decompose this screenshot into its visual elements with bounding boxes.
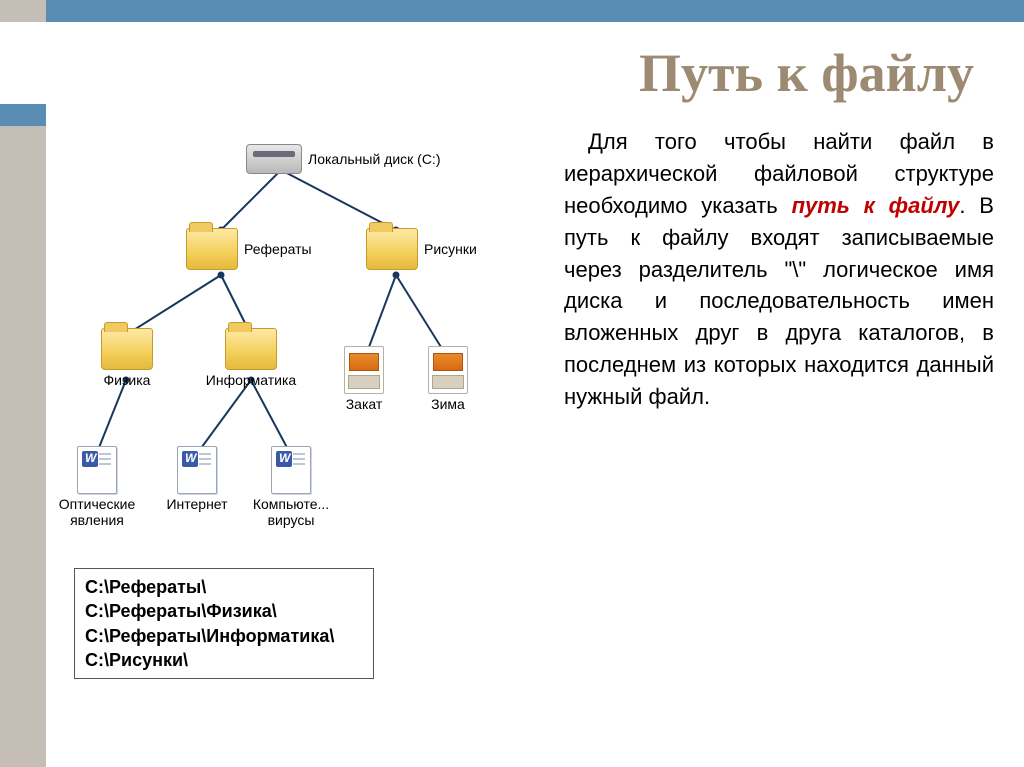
- node-internet: Интернет: [152, 446, 242, 512]
- folder-icon: [186, 228, 238, 270]
- drive-icon: [246, 144, 302, 174]
- node-risunki-label: Рисунки: [424, 241, 477, 257]
- node-risunki: Рисунки: [366, 228, 477, 270]
- node-fizika-label: Физика: [104, 372, 151, 388]
- node-root: Локальный диск (С:): [246, 144, 441, 174]
- node-zakat-label: Закат: [346, 396, 383, 412]
- node-informatika: Информатика: [206, 328, 296, 388]
- file-tree-diagram: Локальный диск (С:) Рефераты Рисунки Физ…: [66, 130, 526, 550]
- node-referaty-label: Рефераты: [244, 241, 312, 257]
- node-virusy: Компьюте... вирусы: [246, 446, 336, 528]
- image-file-icon: [428, 346, 468, 394]
- node-optic-label-l2: явления: [70, 512, 124, 528]
- folder-icon: [225, 328, 277, 370]
- node-optic: Оптические явления: [52, 446, 142, 528]
- node-informatika-label: Информатика: [206, 372, 296, 388]
- side-accent-bar: [0, 104, 46, 767]
- path-line: С:\Рефераты\Физика\: [85, 599, 363, 623]
- node-referaty: Рефераты: [186, 228, 312, 270]
- folder-icon: [101, 328, 153, 370]
- doc-file-icon: [177, 446, 217, 494]
- page-title: Путь к файлу: [639, 42, 974, 104]
- top-bar-blue: [46, 0, 1024, 22]
- para-post: . В путь к файлу входят записываемые чер…: [564, 193, 994, 409]
- node-internet-label: Интернет: [166, 496, 227, 512]
- node-virusy-label-l1: Компьюте...: [253, 496, 329, 512]
- side-bar-blue: [0, 104, 46, 126]
- top-accent-bar: [0, 0, 1024, 22]
- node-optic-label-l1: Оптические: [59, 496, 136, 512]
- node-fizika: Физика: [82, 328, 172, 388]
- example-paths-box: С:\Рефераты\ С:\Рефераты\Физика\ С:\Рефе…: [74, 568, 374, 679]
- doc-file-icon: [77, 446, 117, 494]
- content-area: Локальный диск (С:) Рефераты Рисунки Физ…: [46, 120, 1024, 767]
- image-file-icon: [344, 346, 384, 394]
- side-bar-grey: [0, 126, 46, 767]
- description-paragraph: Для того чтобы найти файл в иерархическо…: [564, 126, 994, 413]
- folder-icon: [366, 228, 418, 270]
- path-line: С:\Рефераты\Информатика\: [85, 624, 363, 648]
- node-zima-label: Зима: [431, 396, 465, 412]
- doc-file-icon: [271, 446, 311, 494]
- para-keyword: путь к файлу: [792, 193, 960, 218]
- top-bar-grey: [0, 0, 46, 22]
- node-zakat: Закат: [324, 346, 404, 412]
- path-line: С:\Рисунки\: [85, 648, 363, 672]
- node-virusy-label-l2: вирусы: [268, 512, 315, 528]
- node-root-label: Локальный диск (С:): [308, 151, 441, 167]
- path-line: С:\Рефераты\: [85, 575, 363, 599]
- node-zima: Зима: [408, 346, 488, 412]
